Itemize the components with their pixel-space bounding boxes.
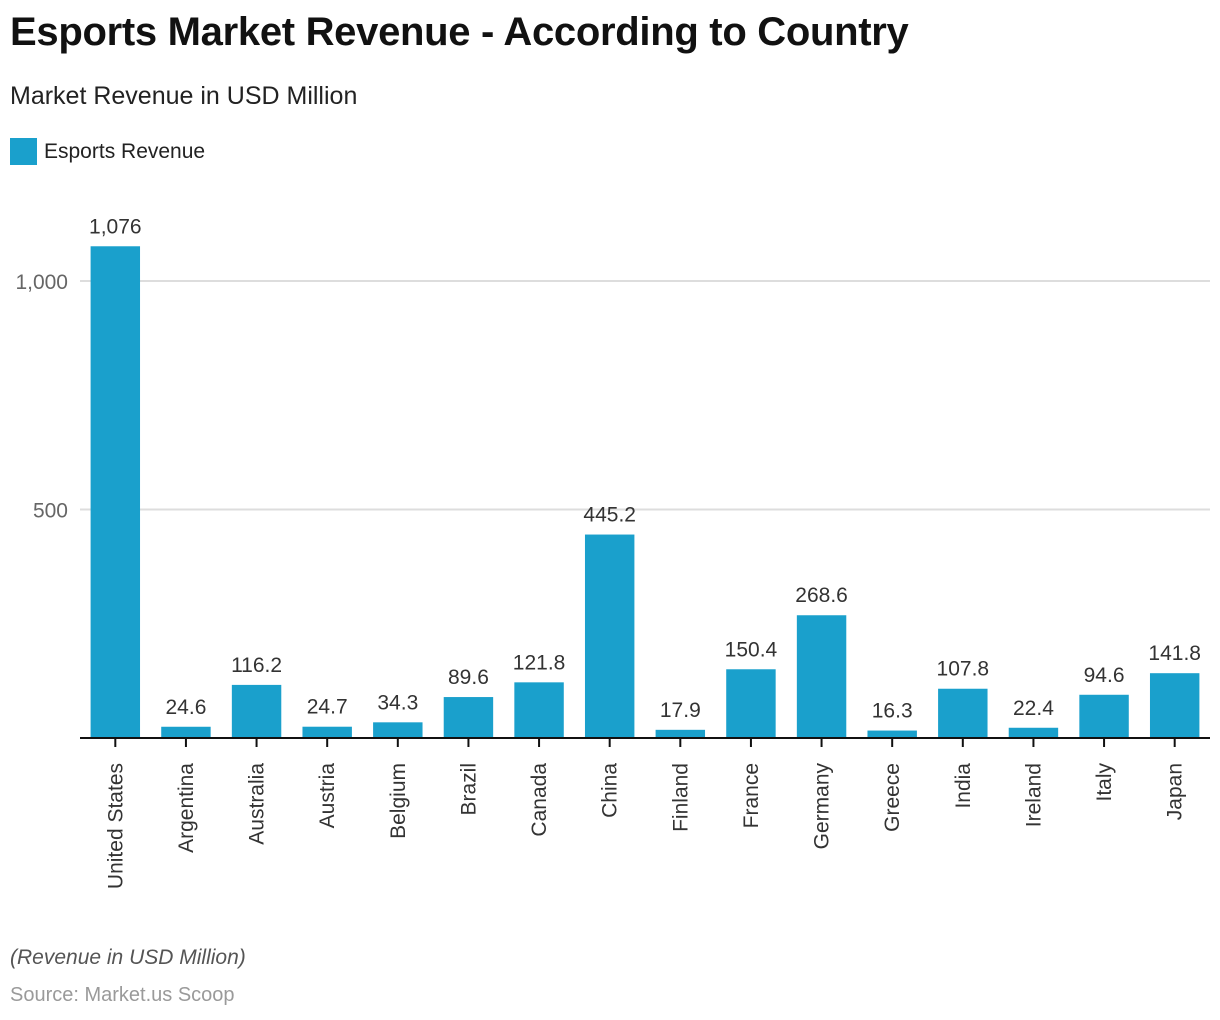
data-labels: 1,076 24.6 116.2 24.7 34.3 89.6 121.8 445.2 17.9… <box>89 215 1201 722</box>
y-tick-label: 1,000 <box>15 271 68 294</box>
data-label: 150.4 <box>725 638 778 661</box>
x-tick-label: Greece <box>881 763 904 832</box>
x-tick-label: Brazil <box>457 763 480 816</box>
bar <box>90 246 141 738</box>
data-label: 34.3 <box>377 691 418 714</box>
x-tick-label: Japan <box>1164 763 1187 820</box>
data-label: 121.8 <box>513 651 566 674</box>
x-tick-label: Argentina <box>175 763 198 853</box>
y-tick-label: 500 <box>33 500 68 523</box>
x-tick-label: Australia <box>246 763 269 845</box>
chart-subtitle: Market Revenue in USD Million <box>10 82 358 110</box>
x-tick-label: France <box>740 763 763 828</box>
bar <box>443 697 494 738</box>
bar <box>867 730 917 738</box>
bar <box>1149 673 1200 738</box>
data-label: 17.9 <box>660 699 701 722</box>
legend: Esports Revenue <box>10 138 205 165</box>
data-label: 268.6 <box>795 584 848 607</box>
x-tick-label: Canada <box>528 763 551 837</box>
data-label: 24.6 <box>166 696 207 719</box>
bar <box>938 688 988 738</box>
bar <box>373 722 423 738</box>
bar <box>302 726 352 738</box>
data-label: 445.2 <box>583 504 636 527</box>
data-label: 116.2 <box>231 654 282 677</box>
legend-swatch <box>10 138 37 165</box>
data-label: 1,076 <box>89 215 142 238</box>
x-tick-label: China <box>599 763 622 818</box>
x-axis: United States Argentina Australia Austria Be… <box>80 737 1210 889</box>
bar <box>584 534 635 738</box>
x-tick-label: Finland <box>669 763 692 832</box>
bar <box>1008 727 1059 738</box>
gridlines <box>80 280 1210 511</box>
bar <box>1079 694 1129 738</box>
bars <box>90 246 1200 738</box>
bar <box>796 615 847 738</box>
x-tick-label: Italy <box>1093 763 1116 802</box>
y-axis-ticks: 500 1,000 <box>15 271 68 523</box>
x-tick-label: Ireland <box>1022 763 1045 827</box>
bar <box>514 682 564 738</box>
x-tick-label: United States <box>104 763 127 889</box>
bar <box>726 669 776 738</box>
chart-title: Esports Market Revenue - According to Co… <box>10 10 909 54</box>
x-tick-label: India <box>952 763 975 809</box>
footnote: (Revenue in USD Million) <box>10 946 246 969</box>
x-tick-label: Austria <box>316 763 339 829</box>
legend-label: Esports Revenue <box>44 139 206 163</box>
data-label: 24.7 <box>307 696 348 719</box>
source-text: Source: Market.us Scoop <box>10 984 235 1006</box>
bar <box>161 726 211 738</box>
data-label: 22.4 <box>1013 697 1054 720</box>
data-label: 94.6 <box>1084 664 1125 687</box>
data-label: 16.3 <box>872 700 913 723</box>
data-label: 89.6 <box>448 666 489 689</box>
bar <box>231 684 282 738</box>
data-label: 107.8 <box>937 658 990 681</box>
x-tick-label: Belgium <box>387 763 410 839</box>
bar <box>655 729 706 738</box>
data-label: 141.8 <box>1148 642 1201 665</box>
x-tick-label: Germany <box>811 763 834 850</box>
